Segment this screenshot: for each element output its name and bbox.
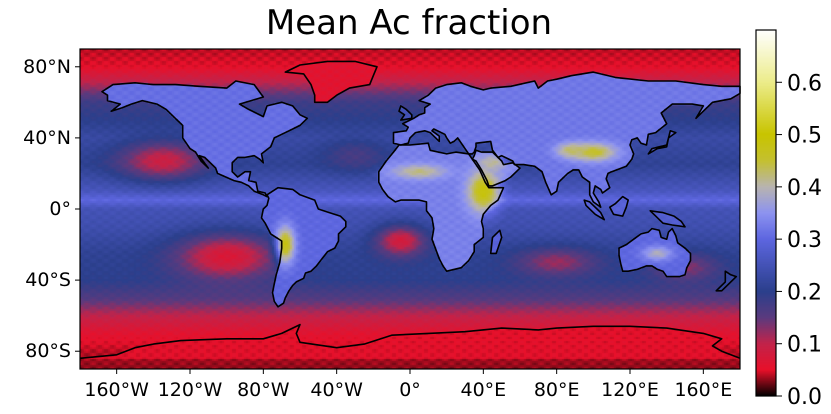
- coastline-south-america: [260, 186, 347, 308]
- coastline-arabia: [471, 149, 521, 187]
- coastline-north-america: [101, 80, 309, 198]
- colorbar-tick-label: 0.6: [787, 71, 822, 96]
- x-tick-label: 0°: [399, 379, 421, 401]
- colorbar: 0.0 0.1 0.2 0.3 0.4 0.5 0.6: [755, 29, 822, 410]
- coastline-sumatra: [583, 199, 606, 221]
- x-tick-label: 120°E: [601, 379, 659, 401]
- x-tick-label: 40°W: [310, 379, 363, 401]
- coastline-japan: [647, 130, 677, 155]
- heatmap-field: [80, 49, 740, 369]
- x-axis-ticks: 160°W 120°W 80°W 40°W 0° 40°E 80°E 120°E 160°E: [84, 369, 732, 401]
- coastline-greenland: [284, 60, 378, 104]
- y-tick-label: 0°: [49, 198, 71, 220]
- coastline-australia: [618, 227, 692, 278]
- x-tick-label: 80°W: [237, 379, 290, 401]
- y-tick-label: 40°N: [23, 127, 71, 149]
- x-tick-label: 160°E: [674, 379, 732, 401]
- colorbar-gradient: [756, 30, 776, 396]
- coastline-africa: [377, 142, 505, 273]
- coastline-new-guinea: [649, 210, 686, 228]
- coastlines: [79, 60, 741, 360]
- x-tick-label: 80°E: [534, 379, 580, 401]
- chart-title: Mean Ac fraction: [266, 3, 552, 43]
- colorbar-tick-label: 0.3: [787, 228, 822, 253]
- x-tick-label: 40°E: [460, 379, 506, 401]
- y-axis-ticks: 80°N 40°N 0° 40°S 80°S: [23, 56, 80, 362]
- coastline-madagascar: [489, 229, 503, 255]
- x-tick-label: 120°W: [158, 379, 223, 401]
- colorbar-tick-label: 0.1: [787, 333, 822, 358]
- map-area: [79, 48, 741, 370]
- coastline-antarctica: [79, 323, 741, 360]
- y-tick-label: 80°S: [25, 340, 71, 362]
- y-tick-label: 80°N: [23, 56, 71, 78]
- y-tick-label: 40°S: [25, 269, 71, 291]
- colorbar-ticks: 0.0 0.1 0.2 0.3 0.4 0.5 0.6: [776, 71, 822, 410]
- colorbar-tick-label: 0.4: [787, 176, 822, 201]
- colorbar-frame: [755, 29, 777, 397]
- colorbar-tick-label: 0.2: [787, 280, 822, 305]
- coastline-eurasia: [392, 71, 741, 208]
- coastline-borneo: [608, 195, 630, 217]
- x-tick-label: 160°W: [84, 379, 149, 401]
- coastline-united-kingdom: [398, 105, 413, 121]
- coastline-new-zealand: [715, 270, 738, 292]
- colorbar-tick-label: 0.0: [787, 385, 822, 410]
- colorbar-tick-label: 0.5: [787, 124, 822, 149]
